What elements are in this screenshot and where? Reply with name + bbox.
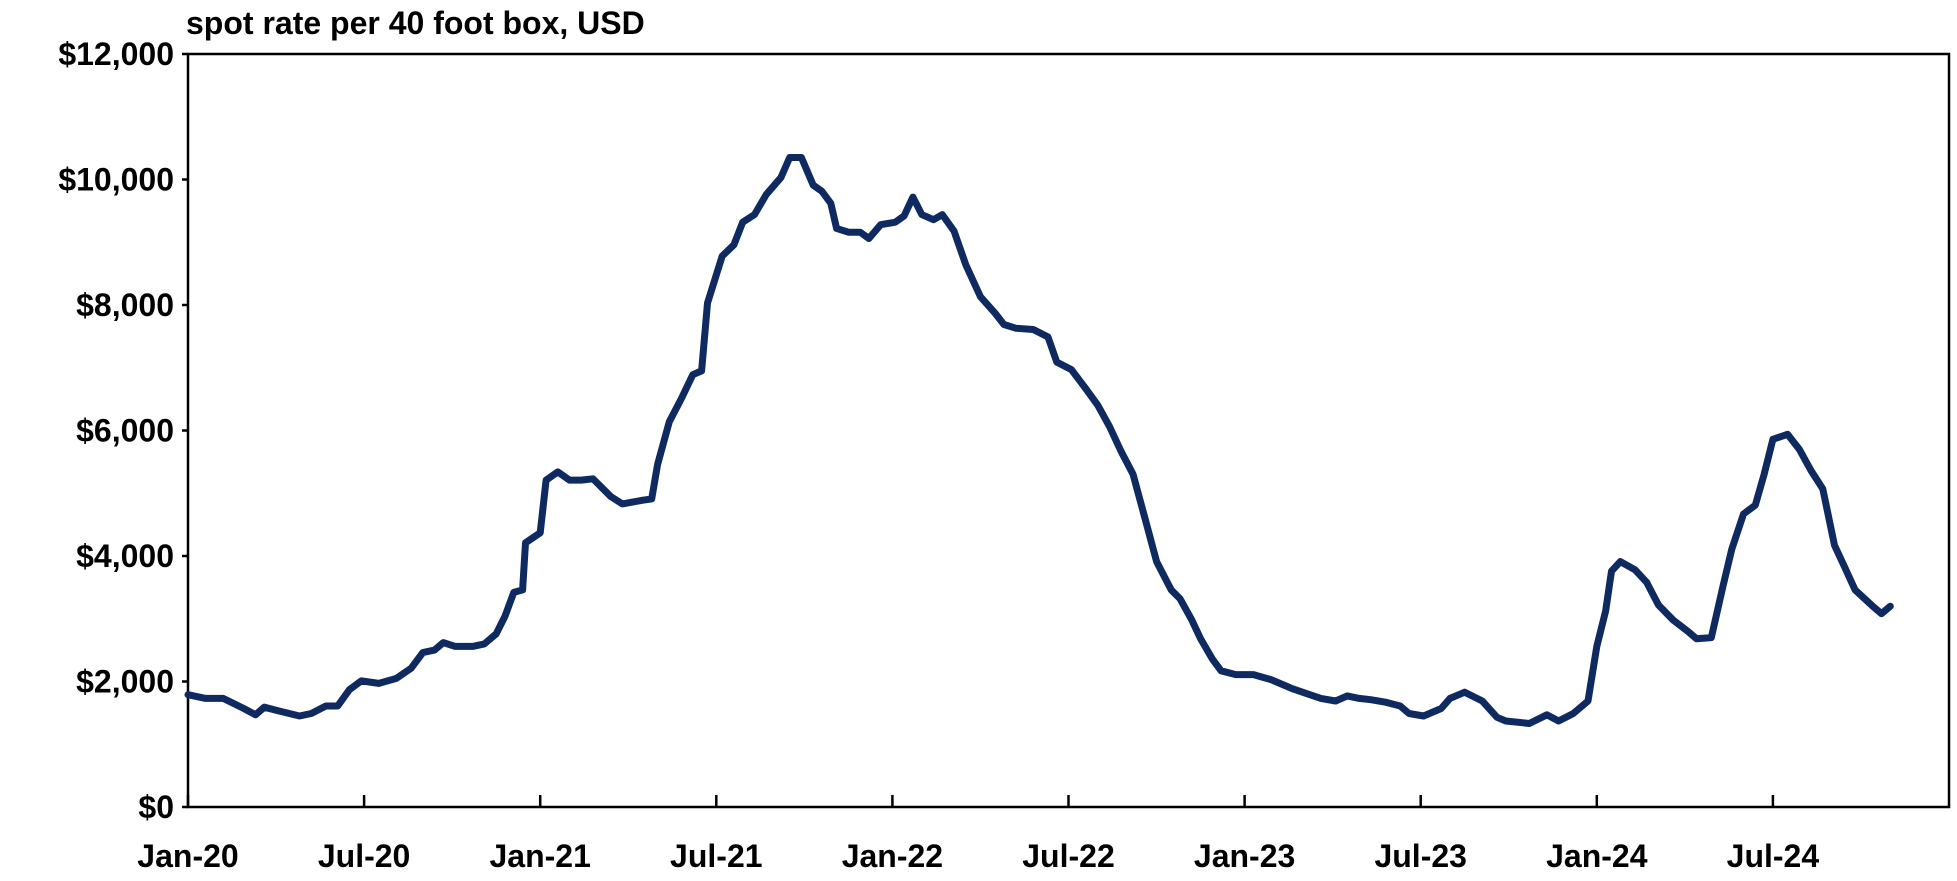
x-tick-label: Jul-21 [670, 838, 762, 874]
x-tick-label: Jul-20 [318, 838, 410, 874]
x-tick-label: Jul-24 [1727, 838, 1820, 874]
y-tick-label: $10,000 [58, 162, 174, 198]
y-tick-label: $2,000 [76, 664, 174, 700]
chart-title: spot rate per 40 foot box, USD [186, 5, 645, 41]
x-tick-label: Jan-23 [1194, 838, 1295, 874]
x-tick-label: Jan-21 [490, 838, 591, 874]
x-tick-label: Jan-24 [1546, 838, 1648, 874]
y-tick-label: $6,000 [76, 413, 174, 449]
x-tick-label: Jul-22 [1022, 838, 1114, 874]
y-tick-label: $0 [138, 789, 174, 825]
y-tick-label: $4,000 [76, 538, 174, 574]
x-tick-label: Jul-23 [1374, 838, 1466, 874]
y-tick-label: $8,000 [76, 287, 174, 323]
line [184, 154, 1894, 727]
y-tick-label: $12,000 [58, 36, 174, 72]
x-tick-label: Jan-22 [842, 838, 943, 874]
x-tick-label: Jan-20 [137, 838, 238, 874]
plot-frame [186, 52, 1951, 809]
